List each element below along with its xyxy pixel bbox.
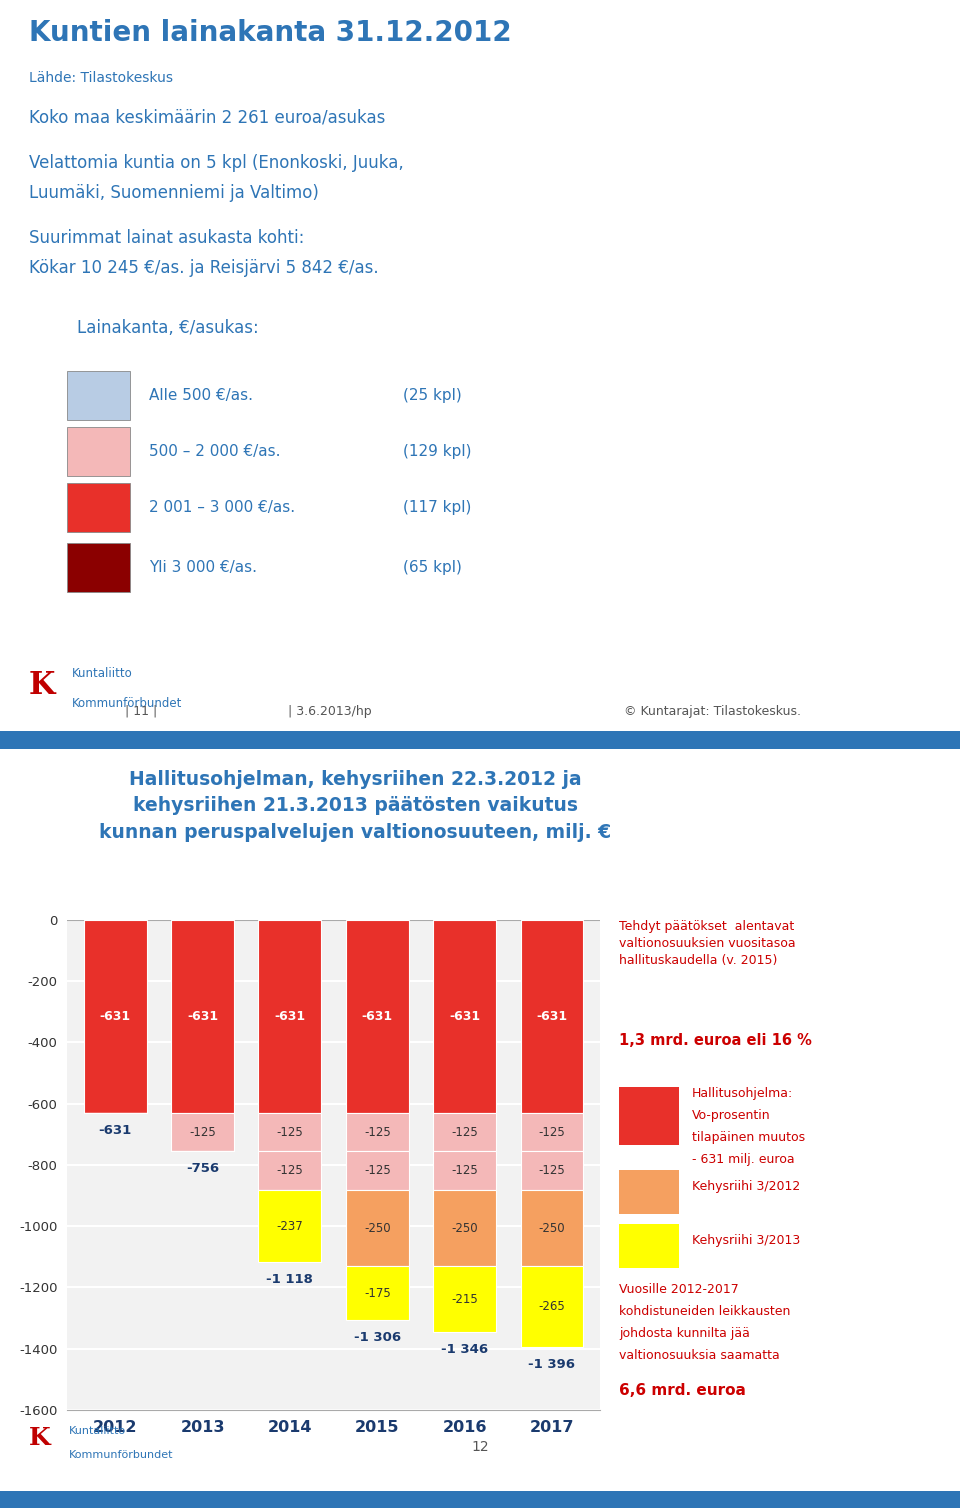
Bar: [619, 1170, 679, 1214]
Text: Lainakanta, €/asukas:: Lainakanta, €/asukas:: [77, 318, 258, 336]
Bar: [520, 1152, 584, 1190]
Bar: [346, 1190, 409, 1267]
Text: -250: -250: [539, 1221, 565, 1235]
Bar: [346, 920, 409, 1113]
Text: Vo-prosentin: Vo-prosentin: [692, 1108, 771, 1122]
Text: kohdistuneiden leikkausten: kohdistuneiden leikkausten: [619, 1304, 791, 1318]
Text: -631: -631: [449, 1010, 480, 1022]
Bar: [67, 543, 130, 593]
Text: (117 kpl): (117 kpl): [403, 501, 471, 516]
Bar: [433, 1152, 496, 1190]
Text: -250: -250: [364, 1221, 391, 1235]
Text: -631: -631: [187, 1010, 218, 1022]
Text: -175: -175: [364, 1286, 391, 1300]
Text: Koko maa keskimäärin 2 261 euroa/asukas: Koko maa keskimäärin 2 261 euroa/asukas: [29, 109, 385, 127]
Text: Velattomia kuntia on 5 kpl (Enonkoski, Juuka,: Velattomia kuntia on 5 kpl (Enonkoski, J…: [29, 154, 403, 172]
Text: Kehysriihi 3/2013: Kehysriihi 3/2013: [692, 1235, 801, 1247]
Bar: [520, 1113, 584, 1152]
Text: -631: -631: [275, 1010, 305, 1022]
Text: | 11 |: | 11 |: [125, 706, 157, 718]
Text: -125: -125: [364, 1164, 391, 1178]
Bar: [171, 1113, 234, 1152]
Text: © Kuntarajat: Tilastokeskus.: © Kuntarajat: Tilastokeskus.: [624, 706, 801, 718]
Bar: [520, 1267, 584, 1348]
Bar: [258, 1113, 322, 1152]
Text: -1 118: -1 118: [267, 1273, 313, 1286]
Text: Kommunförbundet: Kommunförbundet: [69, 1451, 174, 1460]
Bar: [520, 1190, 584, 1267]
Text: Alle 500 €/as.: Alle 500 €/as.: [149, 388, 252, 403]
Bar: [346, 1267, 409, 1320]
Text: K: K: [29, 1425, 51, 1449]
Bar: [67, 484, 130, 532]
Text: tilapäinen muutos: tilapäinen muutos: [692, 1131, 805, 1143]
Text: Vuosille 2012-2017: Vuosille 2012-2017: [619, 1282, 739, 1295]
Text: Kökar 10 245 €/as. ja Reisjärvi 5 842 €/as.: Kökar 10 245 €/as. ja Reisjärvi 5 842 €/…: [29, 258, 378, 276]
Text: -1 346: -1 346: [441, 1344, 489, 1356]
Text: Yli 3 000 €/as.: Yli 3 000 €/as.: [149, 561, 257, 575]
Text: 500 – 2 000 €/as.: 500 – 2 000 €/as.: [149, 443, 280, 458]
Text: -125: -125: [276, 1164, 303, 1178]
Text: -125: -125: [189, 1126, 216, 1139]
Text: -125: -125: [539, 1164, 565, 1178]
Text: | 3.6.2013/hp: | 3.6.2013/hp: [288, 706, 372, 718]
Text: johdosta kunnilta jää: johdosta kunnilta jää: [619, 1327, 750, 1339]
Bar: [433, 1190, 496, 1267]
Text: Lähde: Tilastokeskus: Lähde: Tilastokeskus: [29, 71, 173, 84]
Text: Luumäki, Suomenniemi ja Valtimo): Luumäki, Suomenniemi ja Valtimo): [29, 184, 319, 202]
Bar: [619, 1086, 679, 1146]
Text: Tehdyt päätökset  alentavat
valtionosuuksien vuositasoa
hallituskaudella (v. 201: Tehdyt päätökset alentavat valtionosuuks…: [619, 920, 796, 967]
Text: Hallitusohjelma:: Hallitusohjelma:: [692, 1086, 793, 1099]
Text: Suurimmat lainat asukasta kohti:: Suurimmat lainat asukasta kohti:: [29, 229, 304, 247]
Text: (25 kpl): (25 kpl): [403, 388, 462, 403]
Text: -125: -125: [539, 1126, 565, 1139]
Text: (129 kpl): (129 kpl): [403, 443, 471, 458]
Text: 1,3 mrd. euroa eli 16 %: 1,3 mrd. euroa eli 16 %: [619, 1033, 812, 1048]
Text: -1 396: -1 396: [528, 1359, 575, 1371]
Text: -250: -250: [451, 1221, 478, 1235]
Text: 2 001 – 3 000 €/as.: 2 001 – 3 000 €/as.: [149, 501, 295, 516]
Text: -756: -756: [186, 1163, 219, 1175]
Bar: [0, 1491, 960, 1508]
Bar: [258, 1190, 322, 1262]
Text: -125: -125: [364, 1126, 391, 1139]
Text: -237: -237: [276, 1220, 303, 1232]
Bar: [433, 1113, 496, 1152]
Text: -631: -631: [99, 1123, 132, 1137]
Text: Kuntaliitto: Kuntaliitto: [72, 667, 132, 680]
Bar: [67, 427, 130, 477]
Text: -125: -125: [276, 1126, 303, 1139]
Text: -1 306: -1 306: [353, 1330, 401, 1344]
Bar: [67, 371, 130, 419]
Text: Kehysriihi 3/2012: Kehysriihi 3/2012: [692, 1181, 801, 1193]
Bar: [258, 920, 322, 1113]
Text: - 631 milj. euroa: - 631 milj. euroa: [692, 1152, 795, 1166]
Bar: [619, 1224, 679, 1268]
Text: -631: -631: [100, 1010, 131, 1022]
Text: 6,6 mrd. euroa: 6,6 mrd. euroa: [619, 1383, 746, 1398]
Bar: [171, 920, 234, 1113]
Text: valtionosuuksia saamatta: valtionosuuksia saamatta: [619, 1348, 780, 1362]
Text: -631: -631: [537, 1010, 567, 1022]
Bar: [0, 731, 960, 749]
Text: Kuntien lainakanta 31.12.2012: Kuntien lainakanta 31.12.2012: [29, 18, 512, 47]
Text: -215: -215: [451, 1292, 478, 1306]
Text: 12: 12: [471, 1440, 489, 1454]
Text: -125: -125: [451, 1164, 478, 1178]
Text: Kuntaliitto: Kuntaliitto: [69, 1425, 127, 1436]
Bar: [258, 1152, 322, 1190]
Bar: [84, 920, 147, 1113]
Text: (65 kpl): (65 kpl): [403, 561, 462, 575]
Text: -125: -125: [451, 1126, 478, 1139]
Bar: [433, 920, 496, 1113]
Bar: [346, 1152, 409, 1190]
Text: -265: -265: [539, 1300, 565, 1313]
Bar: [433, 1267, 496, 1332]
Text: -631: -631: [362, 1010, 393, 1022]
Text: Kommunförbundet: Kommunförbundet: [72, 697, 182, 710]
Text: Hallitusohjelman, kehysriihen 22.3.2012 ja
kehysriihen 21.3.2013 päätösten vaiku: Hallitusohjelman, kehysriihen 22.3.2012 …: [99, 769, 612, 841]
Bar: [346, 1113, 409, 1152]
Bar: [520, 920, 584, 1113]
Text: K: K: [29, 670, 56, 701]
